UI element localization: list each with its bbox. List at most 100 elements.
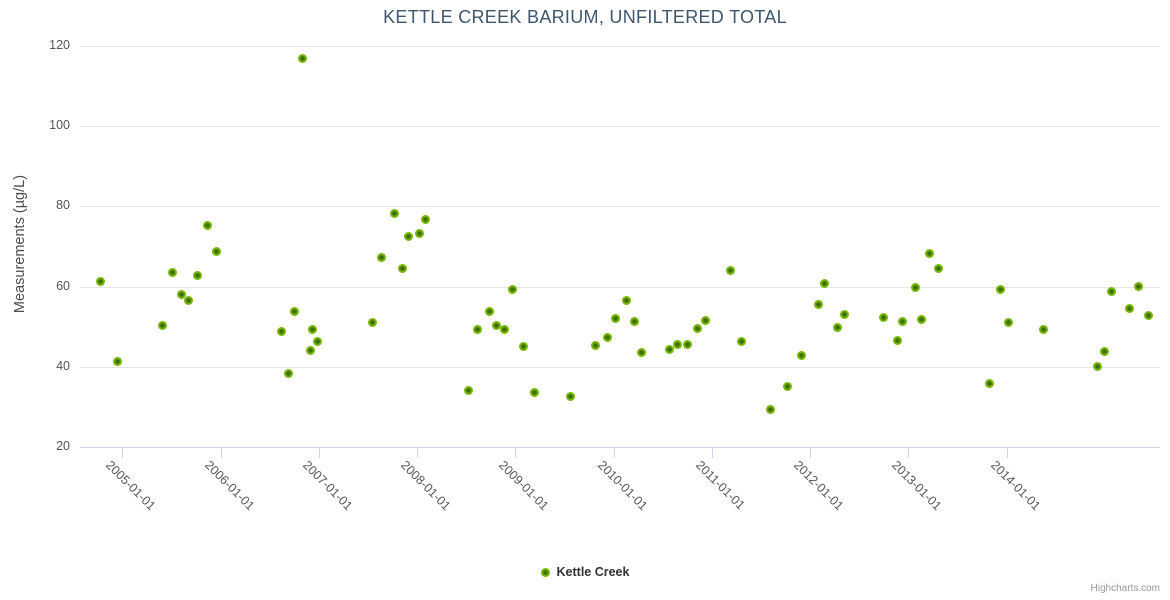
- data-point[interactable]: [414, 228, 424, 238]
- y-axis-tick-label: 20: [56, 439, 70, 453]
- data-point[interactable]: [529, 387, 539, 397]
- x-axis-tick-label: 2012-01-01: [791, 458, 847, 514]
- data-point[interactable]: [473, 325, 483, 335]
- data-point[interactable]: [463, 385, 473, 395]
- legend-marker-icon: [540, 567, 550, 577]
- data-point[interactable]: [1100, 347, 1110, 357]
- x-axis-tick-label: 2008-01-01: [398, 458, 454, 514]
- data-point[interactable]: [193, 270, 203, 280]
- data-point[interactable]: [591, 340, 601, 350]
- x-axis-tick: [613, 448, 615, 458]
- data-point[interactable]: [682, 339, 692, 349]
- data-point[interactable]: [934, 263, 944, 273]
- data-point[interactable]: [672, 339, 682, 349]
- data-point[interactable]: [1092, 362, 1102, 372]
- data-point[interactable]: [783, 382, 793, 392]
- y-gridline: [80, 126, 1160, 128]
- data-point[interactable]: [289, 307, 299, 317]
- chart-title: KETTLE CREEK BARIUM, UNFILTERED TOTAL: [383, 7, 787, 27]
- data-point[interactable]: [397, 264, 407, 274]
- data-point[interactable]: [183, 296, 193, 306]
- data-point[interactable]: [308, 325, 318, 334]
- data-point[interactable]: [1004, 317, 1014, 327]
- data-point[interactable]: [898, 316, 908, 326]
- x-axis-tick: [318, 448, 320, 458]
- data-point[interactable]: [1133, 281, 1143, 291]
- x-axis-tick: [1006, 448, 1008, 458]
- data-point[interactable]: [158, 320, 168, 330]
- data-point[interactable]: [1125, 304, 1135, 314]
- data-point[interactable]: [492, 321, 502, 331]
- x-axis-tick: [417, 448, 419, 458]
- data-point[interactable]: [96, 276, 106, 286]
- y-axis-tick-label: 40: [56, 358, 70, 373]
- data-point[interactable]: [985, 378, 995, 388]
- data-point[interactable]: [603, 332, 613, 342]
- data-point[interactable]: [167, 268, 177, 278]
- data-point[interactable]: [766, 404, 776, 414]
- data-point[interactable]: [924, 248, 934, 258]
- data-point[interactable]: [297, 53, 307, 63]
- data-point[interactable]: [621, 295, 631, 305]
- x-axis-tick-label: 2006-01-01: [201, 458, 257, 514]
- data-point[interactable]: [611, 314, 621, 324]
- y-gridline: [80, 46, 1160, 47]
- data-point[interactable]: [1143, 311, 1153, 321]
- data-point[interactable]: [500, 325, 510, 334]
- x-axis-tick-label: 2007-01-01: [299, 458, 356, 514]
- data-point[interactable]: [1038, 325, 1048, 334]
- legend[interactable]: Kettle Creek: [0, 565, 1170, 579]
- y-axis-tick-label: 100: [49, 118, 70, 133]
- x-axis-tick: [122, 448, 124, 458]
- data-point[interactable]: [700, 315, 710, 325]
- data-point[interactable]: [796, 351, 806, 361]
- credits-link[interactable]: Highcharts.com: [1090, 583, 1160, 594]
- data-point[interactable]: [283, 369, 293, 379]
- data-point[interactable]: [212, 247, 222, 257]
- x-axis-line: [80, 447, 1160, 448]
- data-point[interactable]: [112, 357, 122, 367]
- x-axis-tick-label: 2009-01-01: [496, 458, 552, 514]
- data-point[interactable]: [377, 253, 387, 263]
- data-point[interactable]: [665, 344, 675, 354]
- x-axis-tick: [908, 448, 910, 458]
- data-point[interactable]: [203, 221, 213, 231]
- data-point[interactable]: [916, 314, 926, 324]
- y-gridline: [80, 286, 1160, 288]
- data-point[interactable]: [565, 391, 575, 401]
- data-point[interactable]: [996, 284, 1006, 294]
- data-point[interactable]: [306, 346, 316, 356]
- data-point[interactable]: [814, 299, 824, 309]
- data-point[interactable]: [629, 317, 639, 327]
- data-point[interactable]: [1107, 287, 1117, 297]
- data-point[interactable]: [840, 309, 850, 319]
- y-axis-tick-label: 80: [56, 198, 70, 213]
- data-point[interactable]: [403, 231, 413, 241]
- y-axis-tick-label: 60: [56, 278, 70, 293]
- data-point[interactable]: [879, 312, 889, 322]
- data-point[interactable]: [692, 323, 702, 333]
- data-point[interactable]: [820, 279, 830, 289]
- data-point[interactable]: [736, 337, 746, 347]
- data-point[interactable]: [833, 322, 843, 332]
- data-point[interactable]: [485, 306, 495, 316]
- x-axis-tick: [220, 448, 222, 458]
- data-point[interactable]: [389, 208, 399, 218]
- data-point[interactable]: [726, 265, 736, 275]
- x-axis-tick-label: 2010-01-01: [594, 458, 650, 514]
- data-point[interactable]: [313, 337, 323, 347]
- x-axis-tick-label: 2014-01-01: [987, 458, 1043, 514]
- data-point[interactable]: [518, 341, 528, 351]
- data-point[interactable]: [507, 284, 517, 294]
- data-point[interactable]: [368, 318, 378, 328]
- data-point[interactable]: [176, 290, 186, 300]
- x-axis-tick: [711, 448, 713, 458]
- data-point[interactable]: [421, 214, 431, 224]
- data-point[interactable]: [910, 282, 920, 292]
- data-point[interactable]: [276, 326, 286, 336]
- y-axis-tick-label: 120: [49, 38, 70, 52]
- data-point[interactable]: [636, 347, 646, 357]
- legend-series-label: Kettle Creek: [556, 565, 630, 579]
- data-point[interactable]: [893, 335, 903, 345]
